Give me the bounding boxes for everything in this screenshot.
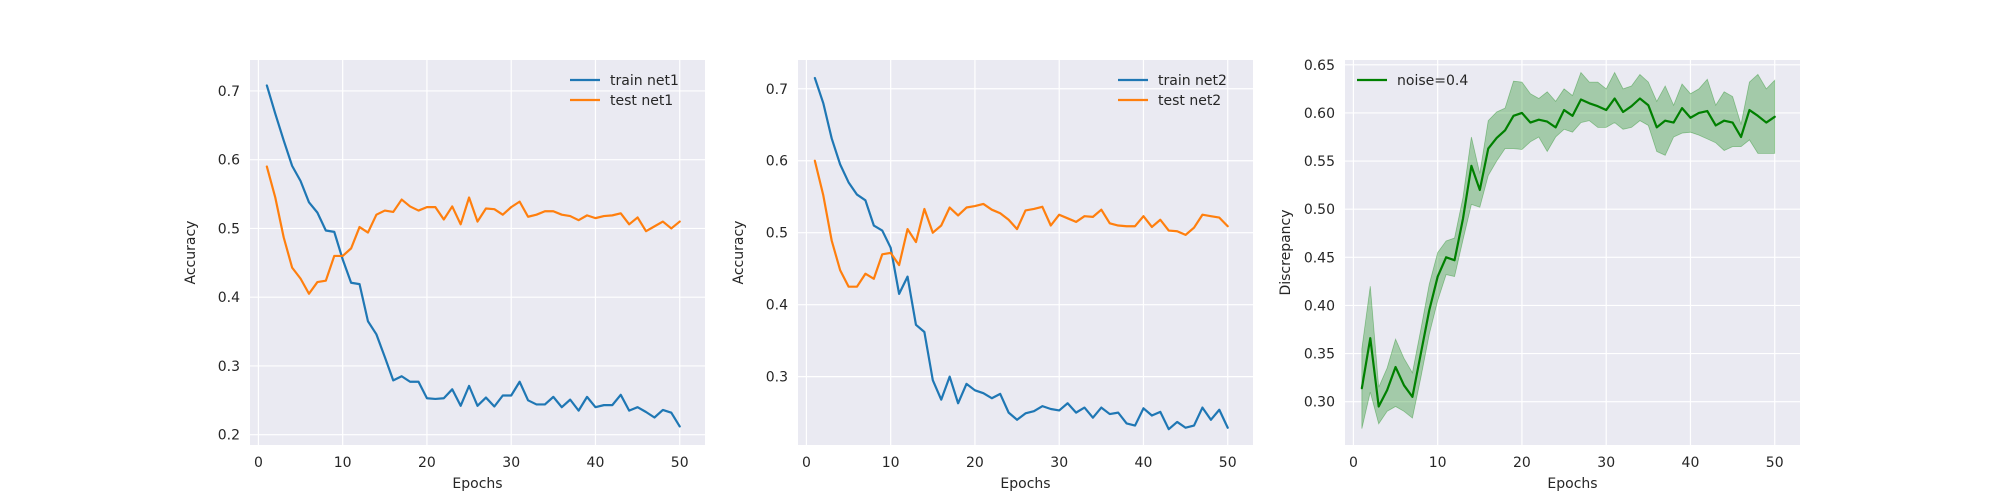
y-tick-label: 0.5 [218, 221, 240, 237]
x-tick-label: 40 [1682, 455, 1700, 471]
series-line-train-net1 [265, 84, 681, 428]
legend-entry-label: train net2 [1158, 73, 1227, 89]
legend-entry-label: test net1 [610, 93, 673, 109]
x-tick-label: 0 [1349, 455, 1358, 471]
x-tick-label: 50 [1219, 455, 1237, 471]
y-tick-label: 0.5 [766, 226, 788, 242]
x-tick-label: 0 [802, 455, 811, 471]
y-tick-label: 0.40 [1304, 298, 1335, 314]
plot-area [1345, 60, 1800, 445]
series-line-test-net2 [813, 159, 1229, 288]
x-axis-label: Epochs [452, 476, 502, 492]
chart-panel-3: 0 10 20 30 40 50 0.30 0.35 0.40 0.45 0.50 0.55 0.60 0… [1278, 58, 1800, 492]
plot-area [250, 60, 705, 445]
plot-area [798, 60, 1253, 445]
y-axis-label: Accuracy [731, 221, 747, 285]
x-tick-label: 10 [1429, 455, 1447, 471]
x-axis-label: Epochs [1000, 476, 1050, 492]
chart-panel-1: 0 10 20 30 40 50 0.2 0.3 0.4 0.5 0.6 0.7 Epochs Accur… [183, 60, 705, 492]
y-tick-label: 0.4 [766, 298, 788, 314]
legend-entry-label: train net1 [610, 73, 679, 89]
x-tick-label: 20 [966, 455, 984, 471]
chart-panel-2: 0 10 20 30 40 50 0.3 0.4 0.5 0.6 0.7 Epochs Accuracy… [731, 60, 1253, 492]
y-tick-label: 0.6 [766, 154, 788, 170]
series-line-train-net2 [813, 76, 1229, 431]
confidence-band [1361, 71, 1776, 429]
x-tick-label: 0 [254, 455, 263, 471]
x-tick-label: 20 [1513, 455, 1531, 471]
x-tick-label: 40 [587, 455, 605, 471]
y-tick-label: 0.30 [1304, 395, 1335, 411]
x-tick-label: 30 [1050, 455, 1068, 471]
y-tick-label: 0.3 [218, 359, 240, 375]
x-tick-label: 10 [882, 455, 900, 471]
y-tick-label: 0.2 [218, 428, 240, 444]
y-tick-label: 0.50 [1304, 202, 1335, 218]
legend-entry-label: noise=0.4 [1397, 73, 1468, 89]
series-line-noise-0-4 [1360, 97, 1776, 408]
x-tick-label: 30 [502, 455, 520, 471]
legend-entry-label: test net2 [1158, 93, 1221, 109]
x-tick-label: 40 [1135, 455, 1153, 471]
y-tick-label: 0.35 [1304, 347, 1335, 363]
x-tick-label: 30 [1597, 455, 1615, 471]
y-tick-label: 0.7 [766, 82, 788, 98]
y-tick-label: 0.4 [218, 290, 240, 306]
y-tick-label: 0.65 [1304, 58, 1335, 74]
y-tick-label: 0.60 [1304, 106, 1335, 122]
y-tick-label: 0.7 [218, 84, 240, 100]
y-tick-label: 0.3 [766, 370, 788, 386]
x-tick-label: 10 [334, 455, 352, 471]
y-axis-label: Discrepancy [1278, 209, 1294, 295]
y-tick-label: 0.55 [1304, 154, 1335, 170]
y-tick-label: 0.6 [218, 153, 240, 169]
y-tick-label: 0.45 [1304, 250, 1335, 266]
x-tick-label: 50 [1766, 455, 1784, 471]
series-line-test-net1 [265, 165, 681, 295]
x-axis-label: Epochs [1547, 476, 1597, 492]
x-tick-label: 50 [671, 455, 689, 471]
y-axis-label: Accuracy [183, 221, 199, 285]
x-tick-label: 20 [418, 455, 436, 471]
